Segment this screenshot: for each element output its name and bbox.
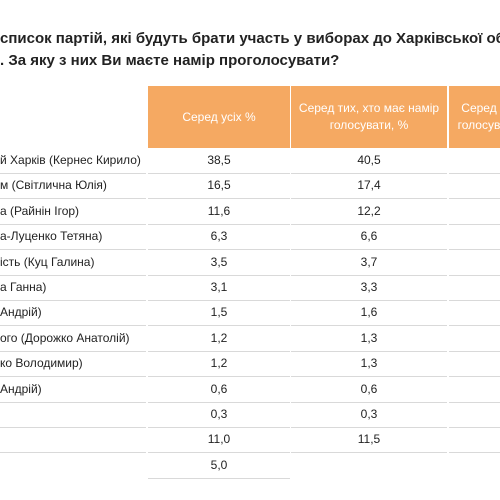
table-row: ість (Куц Галина) 3,5 3,7 [0,250,500,276]
table-row: 0,3 0,3 [0,402,500,428]
table-row: а-Луценко Тетяна) 6,3 6,6 [0,224,500,251]
table-row: 5,0 [0,453,500,479]
value-cell [449,173,500,200]
value-cell: 0,6 [291,377,447,403]
row-label [0,427,146,454]
table-row: Андрій) 0,6 0,6 [0,377,500,403]
value-cell [449,224,500,251]
row-label: ість (Куц Галина) [0,250,146,276]
value-cell: 3,7 [291,250,447,276]
row-label: ого (Дорожко Анатолій) [0,326,146,352]
value-cell [449,275,500,301]
row-label: ко Володимир) [0,351,146,378]
table-row: а (Райнін Ігор) 11,6 12,2 [0,199,500,225]
column-header: Серед усіх % [148,86,290,148]
value-cell: 1,3 [291,326,447,352]
column-header: Серед тих, хто має намір голосувати, % [291,86,447,148]
row-label: а (Райнін Ігор) [0,199,146,225]
value-cell [449,377,500,403]
table-row: 11,0 11,5 [0,427,500,454]
value-cell [449,402,500,428]
value-cell: 17,4 [291,173,447,200]
title-line: . За яку з них Ви маєте намір проголосув… [0,52,340,69]
table-row: ого (Дорожко Анатолій) 1,2 1,3 [0,326,500,352]
value-cell: 5,0 [148,453,290,479]
value-cell: 6,3 [148,224,290,251]
value-cell: 16,5 [148,173,290,200]
row-label: Андрій) [0,377,146,403]
value-cell: 1,3 [291,351,447,378]
table-row: а Ганна) 3,1 3,3 [0,275,500,301]
column-header: Серед голосув [449,86,500,148]
table-row: м (Світлична Юлія) 16,5 17,4 [0,173,500,200]
row-label: а Ганна) [0,275,146,301]
value-cell: 1,5 [148,300,290,327]
value-cell: 11,0 [148,427,290,454]
value-cell [449,427,500,454]
value-cell: 11,5 [291,427,447,454]
value-cell: 12,2 [291,199,447,225]
value-cell: 0,3 [291,402,447,428]
value-cell [449,326,500,352]
row-label: й Харків (Кернес Кирило) [0,148,146,174]
row-label: м (Світлична Юлія) [0,173,146,200]
value-cell [449,250,500,276]
value-cell: 0,6 [148,377,290,403]
value-cell: 38,5 [148,148,290,174]
table-row: Андрій) 1,5 1,6 [0,300,500,327]
value-cell: 40,5 [291,148,447,174]
value-cell: 3,3 [291,275,447,301]
row-label [0,402,146,428]
value-cell [449,300,500,327]
value-cell [449,199,500,225]
value-cell: 6,6 [291,224,447,251]
value-cell: 1,6 [291,300,447,327]
value-cell: 0,3 [148,402,290,428]
row-label: а-Луценко Тетяна) [0,224,146,251]
value-cell: 11,6 [148,199,290,225]
value-cell: 3,1 [148,275,290,301]
value-cell: 3,5 [148,250,290,276]
value-cell [449,351,500,378]
title-line: список партій, які будуть брати участь у… [0,30,500,47]
value-cell: 1,2 [148,351,290,378]
value-cell [449,148,500,174]
row-label: Андрій) [0,300,146,327]
table-row: ко Володимир) 1,2 1,3 [0,351,500,378]
row-label [0,453,146,478]
table-row: й Харків (Кернес Кирило) 38,5 40,5 [0,148,500,174]
value-cell: 1,2 [148,326,290,352]
